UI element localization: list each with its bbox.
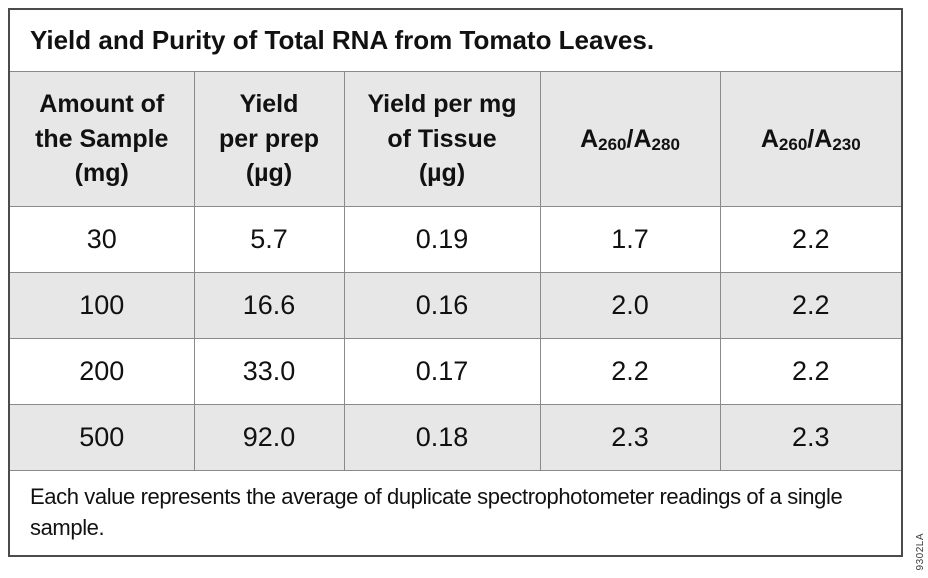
table-cell: 2.2	[719, 206, 903, 273]
table-footnote: Each value represents the average of dup…	[8, 470, 903, 557]
column-header-amount-of-sample: Amount of the Sample (mg)	[8, 71, 195, 207]
column-header-a260-a230: A260/A230	[719, 71, 903, 207]
table-cell: 1.7	[539, 206, 721, 273]
table-cell: 0.18	[343, 404, 541, 471]
header-line: of Tissue	[387, 124, 497, 153]
table-cell: 0.16	[343, 272, 541, 339]
table-cell: 2.2	[719, 272, 903, 339]
table-title: Yield and Purity of Total RNA from Tomat…	[8, 8, 903, 72]
table-cell: 92.0	[193, 404, 345, 471]
table-cell: 2.0	[539, 272, 721, 339]
table-footnote-row: Each value represents the average of dup…	[8, 470, 903, 557]
column-header-a260-a280: A260/A280	[539, 71, 721, 207]
table-cell: 33.0	[193, 338, 345, 405]
table-cell: 500	[8, 404, 195, 471]
header-line: (µg)	[245, 159, 293, 188]
table-cell: 2.3	[719, 404, 903, 471]
table-row: 100 16.6 0.16 2.0 2.2	[8, 272, 903, 339]
table-cell: 0.17	[343, 338, 541, 405]
table-cell: 2.3	[539, 404, 721, 471]
table-row: 200 33.0 0.17 2.2 2.2	[8, 338, 903, 405]
table-cell: 2.2	[719, 338, 903, 405]
table-row: 500 92.0 0.18 2.3 2.3	[8, 404, 903, 471]
figure-code-label: 9302LA	[915, 532, 926, 570]
header-line: the Sample	[35, 124, 169, 153]
header-line: (mg)	[74, 159, 129, 188]
table-cell: 200	[8, 338, 195, 405]
table-cell: 0.19	[343, 206, 541, 273]
header-line: per prep	[218, 124, 320, 153]
table-title-row: Yield and Purity of Total RNA from Tomat…	[8, 8, 903, 72]
table-cell: 16.6	[193, 272, 345, 339]
table-cell: 2.2	[539, 338, 721, 405]
table-cell: 30	[8, 206, 195, 273]
header-line: (µg)	[418, 159, 466, 188]
header-line: Amount of	[39, 90, 165, 119]
header-line: Yield per mg	[367, 90, 517, 119]
table-row: 30 5.7 0.19 1.7 2.2	[8, 206, 903, 273]
table-cell: 5.7	[193, 206, 345, 273]
column-header-yield-per-mg-tissue: Yield per mg of Tissue (µg)	[343, 71, 541, 207]
header-line: Yield	[239, 90, 299, 119]
table-cell: 100	[8, 272, 195, 339]
table-header-row: Amount of the Sample (mg) Yield per prep…	[8, 71, 903, 207]
column-header-yield-per-prep: Yield per prep (µg)	[193, 71, 345, 207]
rna-yield-purity-table: Yield and Purity of Total RNA from Tomat…	[8, 8, 904, 557]
